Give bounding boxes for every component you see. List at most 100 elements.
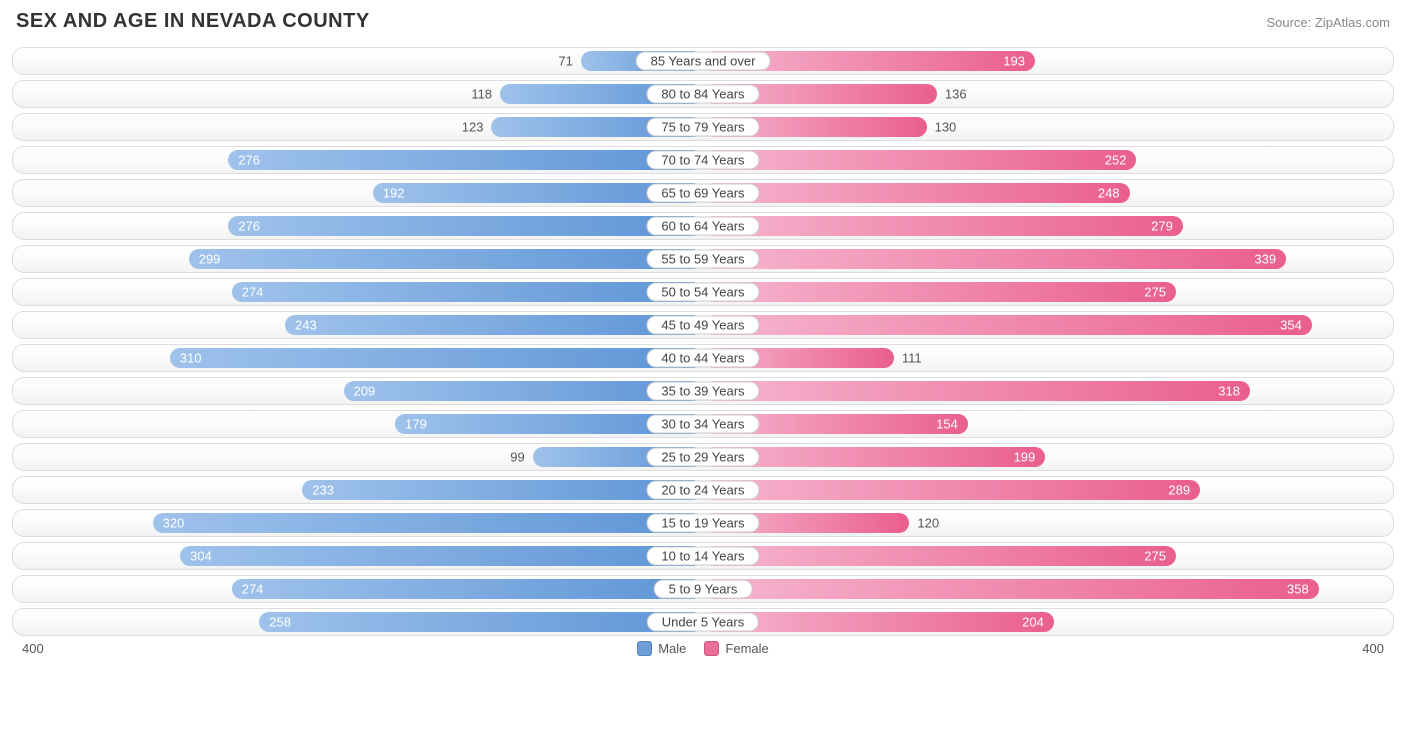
population-pyramid: 71 193 85 Years and over 118 136 80 to 84 Yea… [12, 47, 1394, 636]
female-value: 318 [1218, 384, 1250, 399]
male-value: 276 [228, 153, 260, 168]
pyramid-row: 123 130 75 to 79 Years [12, 113, 1394, 141]
male-value: 99 [510, 450, 532, 465]
pyramid-row: 19224865 to 69 Years [12, 179, 1394, 207]
male-bar [302, 480, 703, 500]
female-value: 111 [894, 351, 922, 366]
male-bar [153, 513, 703, 533]
female-value: 204 [1022, 615, 1054, 630]
legend-female-label: Female [725, 641, 768, 656]
legend-male: Male [637, 641, 686, 656]
pyramid-row: 258 204 Under 5 Years [12, 608, 1394, 636]
pyramid-row: 276 252 70 to 74 Years [12, 146, 1394, 174]
female-bar [703, 546, 1176, 566]
female-bar [703, 282, 1176, 302]
age-label: 50 to 54 Years [646, 283, 759, 302]
age-label: 80 to 84 Years [646, 85, 759, 104]
age-label: 15 to 19 Years [646, 514, 759, 533]
male-bar [232, 282, 703, 302]
male-value: 274 [232, 285, 264, 300]
male-bar [170, 348, 703, 368]
age-label: 10 to 14 Years [646, 547, 759, 566]
male-value: 243 [285, 318, 317, 333]
chart-title: SEX AND AGE IN NEVADA COUNTY [16, 10, 370, 33]
pyramid-row: 209 318 35 to 39 Years [12, 377, 1394, 405]
male-value: 71 [558, 54, 580, 69]
male-value: 209 [344, 384, 376, 399]
male-value: 276 [228, 219, 260, 234]
age-label: Under 5 Years [647, 613, 759, 632]
male-bar [180, 546, 703, 566]
female-bar [703, 183, 1130, 203]
axis-max-right: 400 [1362, 641, 1384, 656]
male-value: 274 [232, 582, 264, 597]
female-bar [703, 216, 1183, 236]
legend: Male Female [44, 641, 1363, 656]
pyramid-row: 243 354 45 to 49 Years [12, 311, 1394, 339]
female-value: 130 [927, 120, 957, 135]
male-value: 320 [153, 516, 185, 531]
male-bar [259, 612, 703, 632]
male-bar [228, 150, 703, 170]
female-bar [703, 249, 1286, 269]
male-bar [228, 216, 703, 236]
female-value: 339 [1254, 252, 1286, 267]
male-value: 304 [180, 549, 212, 564]
female-bar [703, 381, 1250, 401]
legend-female: Female [704, 641, 768, 656]
pyramid-row: 274 275 50 to 54 Years [12, 278, 1394, 306]
swatch-female [704, 641, 719, 656]
age-label: 20 to 24 Years [646, 481, 759, 500]
chart-header: SEX AND AGE IN NEVADA COUNTY Source: Zip… [12, 10, 1394, 33]
age-label: 30 to 34 Years [646, 415, 759, 434]
male-value: 233 [302, 483, 334, 498]
male-value: 123 [462, 120, 492, 135]
age-label: 60 to 64 Years [646, 217, 759, 236]
male-value: 299 [189, 252, 221, 267]
male-value: 118 [471, 87, 500, 102]
female-value: 120 [909, 516, 939, 531]
male-bar [189, 249, 703, 269]
age-label: 70 to 74 Years [646, 151, 759, 170]
pyramid-row: 304 275 10 to 14 Years [12, 542, 1394, 570]
female-bar [703, 150, 1136, 170]
age-label: 5 to 9 Years [654, 580, 753, 599]
pyramid-row: 299 339 55 to 59 Years [12, 245, 1394, 273]
female-bar [703, 315, 1312, 335]
age-label: 40 to 44 Years [646, 349, 759, 368]
female-value: 289 [1168, 483, 1200, 498]
pyramid-row: 17915430 to 34 Years [12, 410, 1394, 438]
female-bar [703, 579, 1319, 599]
chart-source: Source: ZipAtlas.com [1266, 15, 1390, 30]
swatch-male [637, 641, 652, 656]
female-bar [703, 480, 1200, 500]
female-value: 252 [1105, 153, 1137, 168]
pyramid-row: 320 120 15 to 19 Years [12, 509, 1394, 537]
female-value: 279 [1151, 219, 1183, 234]
pyramid-row: 274 358 5 to 9 Years [12, 575, 1394, 603]
age-label: 45 to 49 Years [646, 316, 759, 335]
age-label: 35 to 39 Years [646, 382, 759, 401]
chart-footer: 400 Male Female 400 [12, 641, 1394, 656]
pyramid-row: 118 136 80 to 84 Years [12, 80, 1394, 108]
axis-max-left: 400 [22, 641, 44, 656]
female-value: 275 [1144, 549, 1176, 564]
age-label: 55 to 59 Years [646, 250, 759, 269]
age-label: 75 to 79 Years [646, 118, 759, 137]
male-value: 258 [259, 615, 291, 630]
legend-male-label: Male [658, 641, 686, 656]
female-value: 136 [937, 87, 967, 102]
pyramid-row: 99 199 25 to 29 Years [12, 443, 1394, 471]
age-label: 65 to 69 Years [646, 184, 759, 203]
pyramid-row: 233 289 20 to 24 Years [12, 476, 1394, 504]
female-value: 358 [1287, 582, 1319, 597]
male-value: 179 [395, 417, 427, 432]
male-bar [232, 579, 703, 599]
pyramid-row: 276 279 60 to 64 Years [12, 212, 1394, 240]
age-label: 85 Years and over [636, 52, 771, 71]
female-value: 193 [1003, 54, 1035, 69]
female-value: 199 [1014, 450, 1046, 465]
age-label: 25 to 29 Years [646, 448, 759, 467]
female-value: 275 [1144, 285, 1176, 300]
female-value: 354 [1280, 318, 1312, 333]
